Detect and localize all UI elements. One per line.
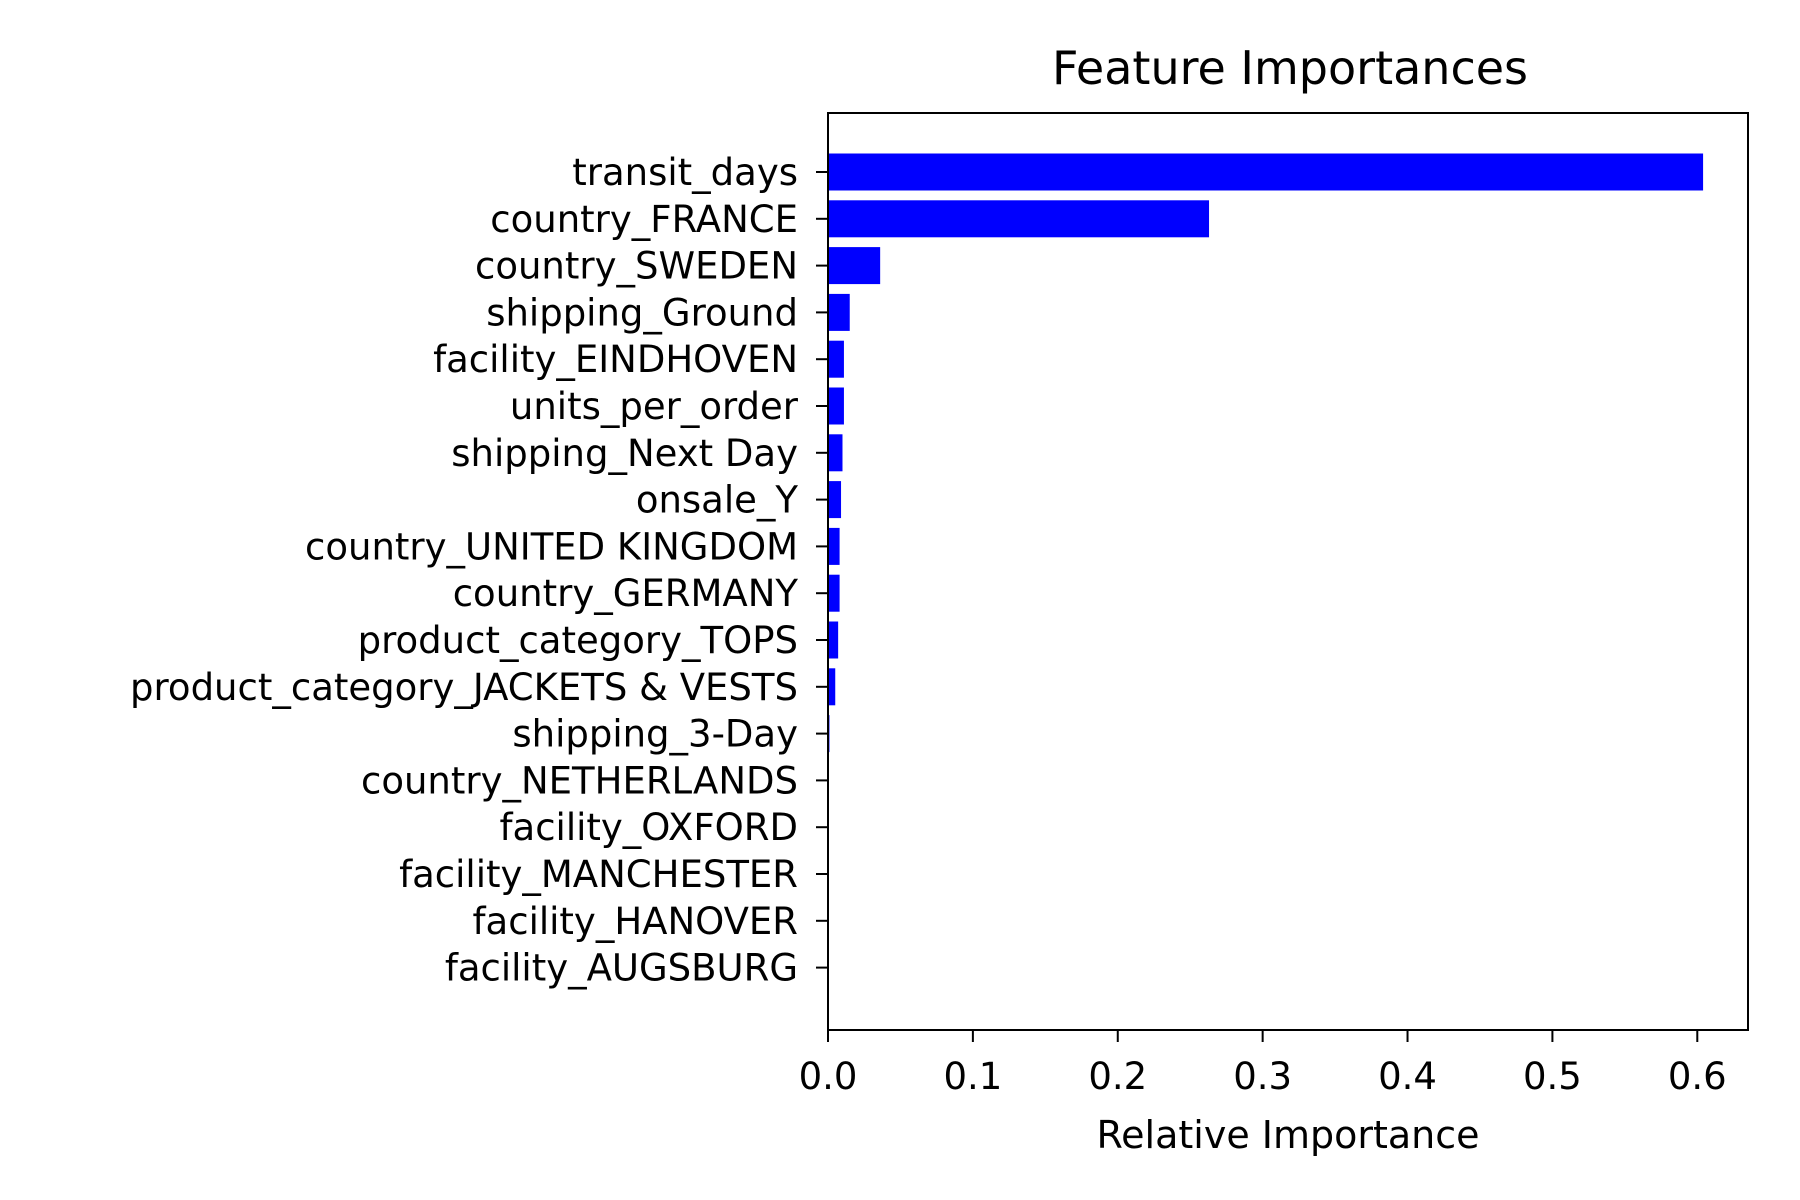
x-tick-label-3: 0.3 <box>1233 1055 1292 1098</box>
bar-11 <box>828 668 836 706</box>
x-tick-label-5: 0.5 <box>1523 1055 1582 1098</box>
y-tick-label-10: product_category_TOPS <box>358 619 798 662</box>
bar-7 <box>828 481 842 519</box>
bar-9 <box>828 574 840 612</box>
y-tick-label-15: facility_MANCHESTER <box>399 853 798 896</box>
y-tick-label-5: units_per_order <box>510 385 799 428</box>
plot-frame <box>827 112 1749 1031</box>
y-tick-label-4: facility_EINDHOVEN <box>433 338 798 381</box>
bar-5 <box>828 387 844 425</box>
bar-10 <box>828 621 839 659</box>
y-tick-label-17: facility_AUGSBURG <box>445 947 798 990</box>
chart-title: Feature Importances <box>1052 41 1528 95</box>
x-tick-label-2: 0.2 <box>1088 1055 1147 1098</box>
y-tick-label-14: facility_OXFORD <box>500 806 799 849</box>
x-tick-label-1: 0.1 <box>943 1055 1002 1098</box>
x-tick-label-0: 0.0 <box>799 1055 858 1098</box>
y-tick-label-12: shipping_3-Day <box>512 713 798 756</box>
x-tick-label-4: 0.4 <box>1378 1055 1437 1098</box>
y-tick-label-2: country_SWEDEN <box>475 245 798 288</box>
y-tick-label-9: country_GERMANY <box>453 572 799 615</box>
x-axis-label: Relative Importance <box>1096 1113 1479 1157</box>
bar-6 <box>828 434 843 472</box>
y-tick-label-6: shipping_Next Day <box>451 432 798 475</box>
y-tick-label-1: country_FRANCE <box>490 198 798 241</box>
y-tick-label-13: country_NETHERLANDS <box>361 759 798 802</box>
x-axis: 0.0 0.1 0.2 0.3 0.4 0.5 0.6 <box>799 1030 1727 1098</box>
bar-1 <box>828 200 1210 238</box>
y-tick-label-11: product_category_JACKETS & VESTS <box>130 666 798 709</box>
y-tick-label-3: shipping_Ground <box>486 291 798 334</box>
y-tick-label-8: country_UNITED KINGDOM <box>305 525 798 568</box>
bar-3 <box>828 293 850 331</box>
bar-2 <box>828 247 881 285</box>
y-tick-label-7: onsale_Y <box>636 479 799 522</box>
y-tick-label-16: facility_HANOVER <box>473 900 798 943</box>
bar-0 <box>828 153 1704 191</box>
bar-8 <box>828 527 840 565</box>
x-tick-label-6: 0.6 <box>1668 1055 1727 1098</box>
bars-layer <box>828 153 1704 753</box>
y-tick-label-0: transit_days <box>572 151 798 194</box>
bar-4 <box>828 340 844 378</box>
y-axis: transit_dayscountry_FRANCEcountry_SWEDEN… <box>130 151 828 990</box>
